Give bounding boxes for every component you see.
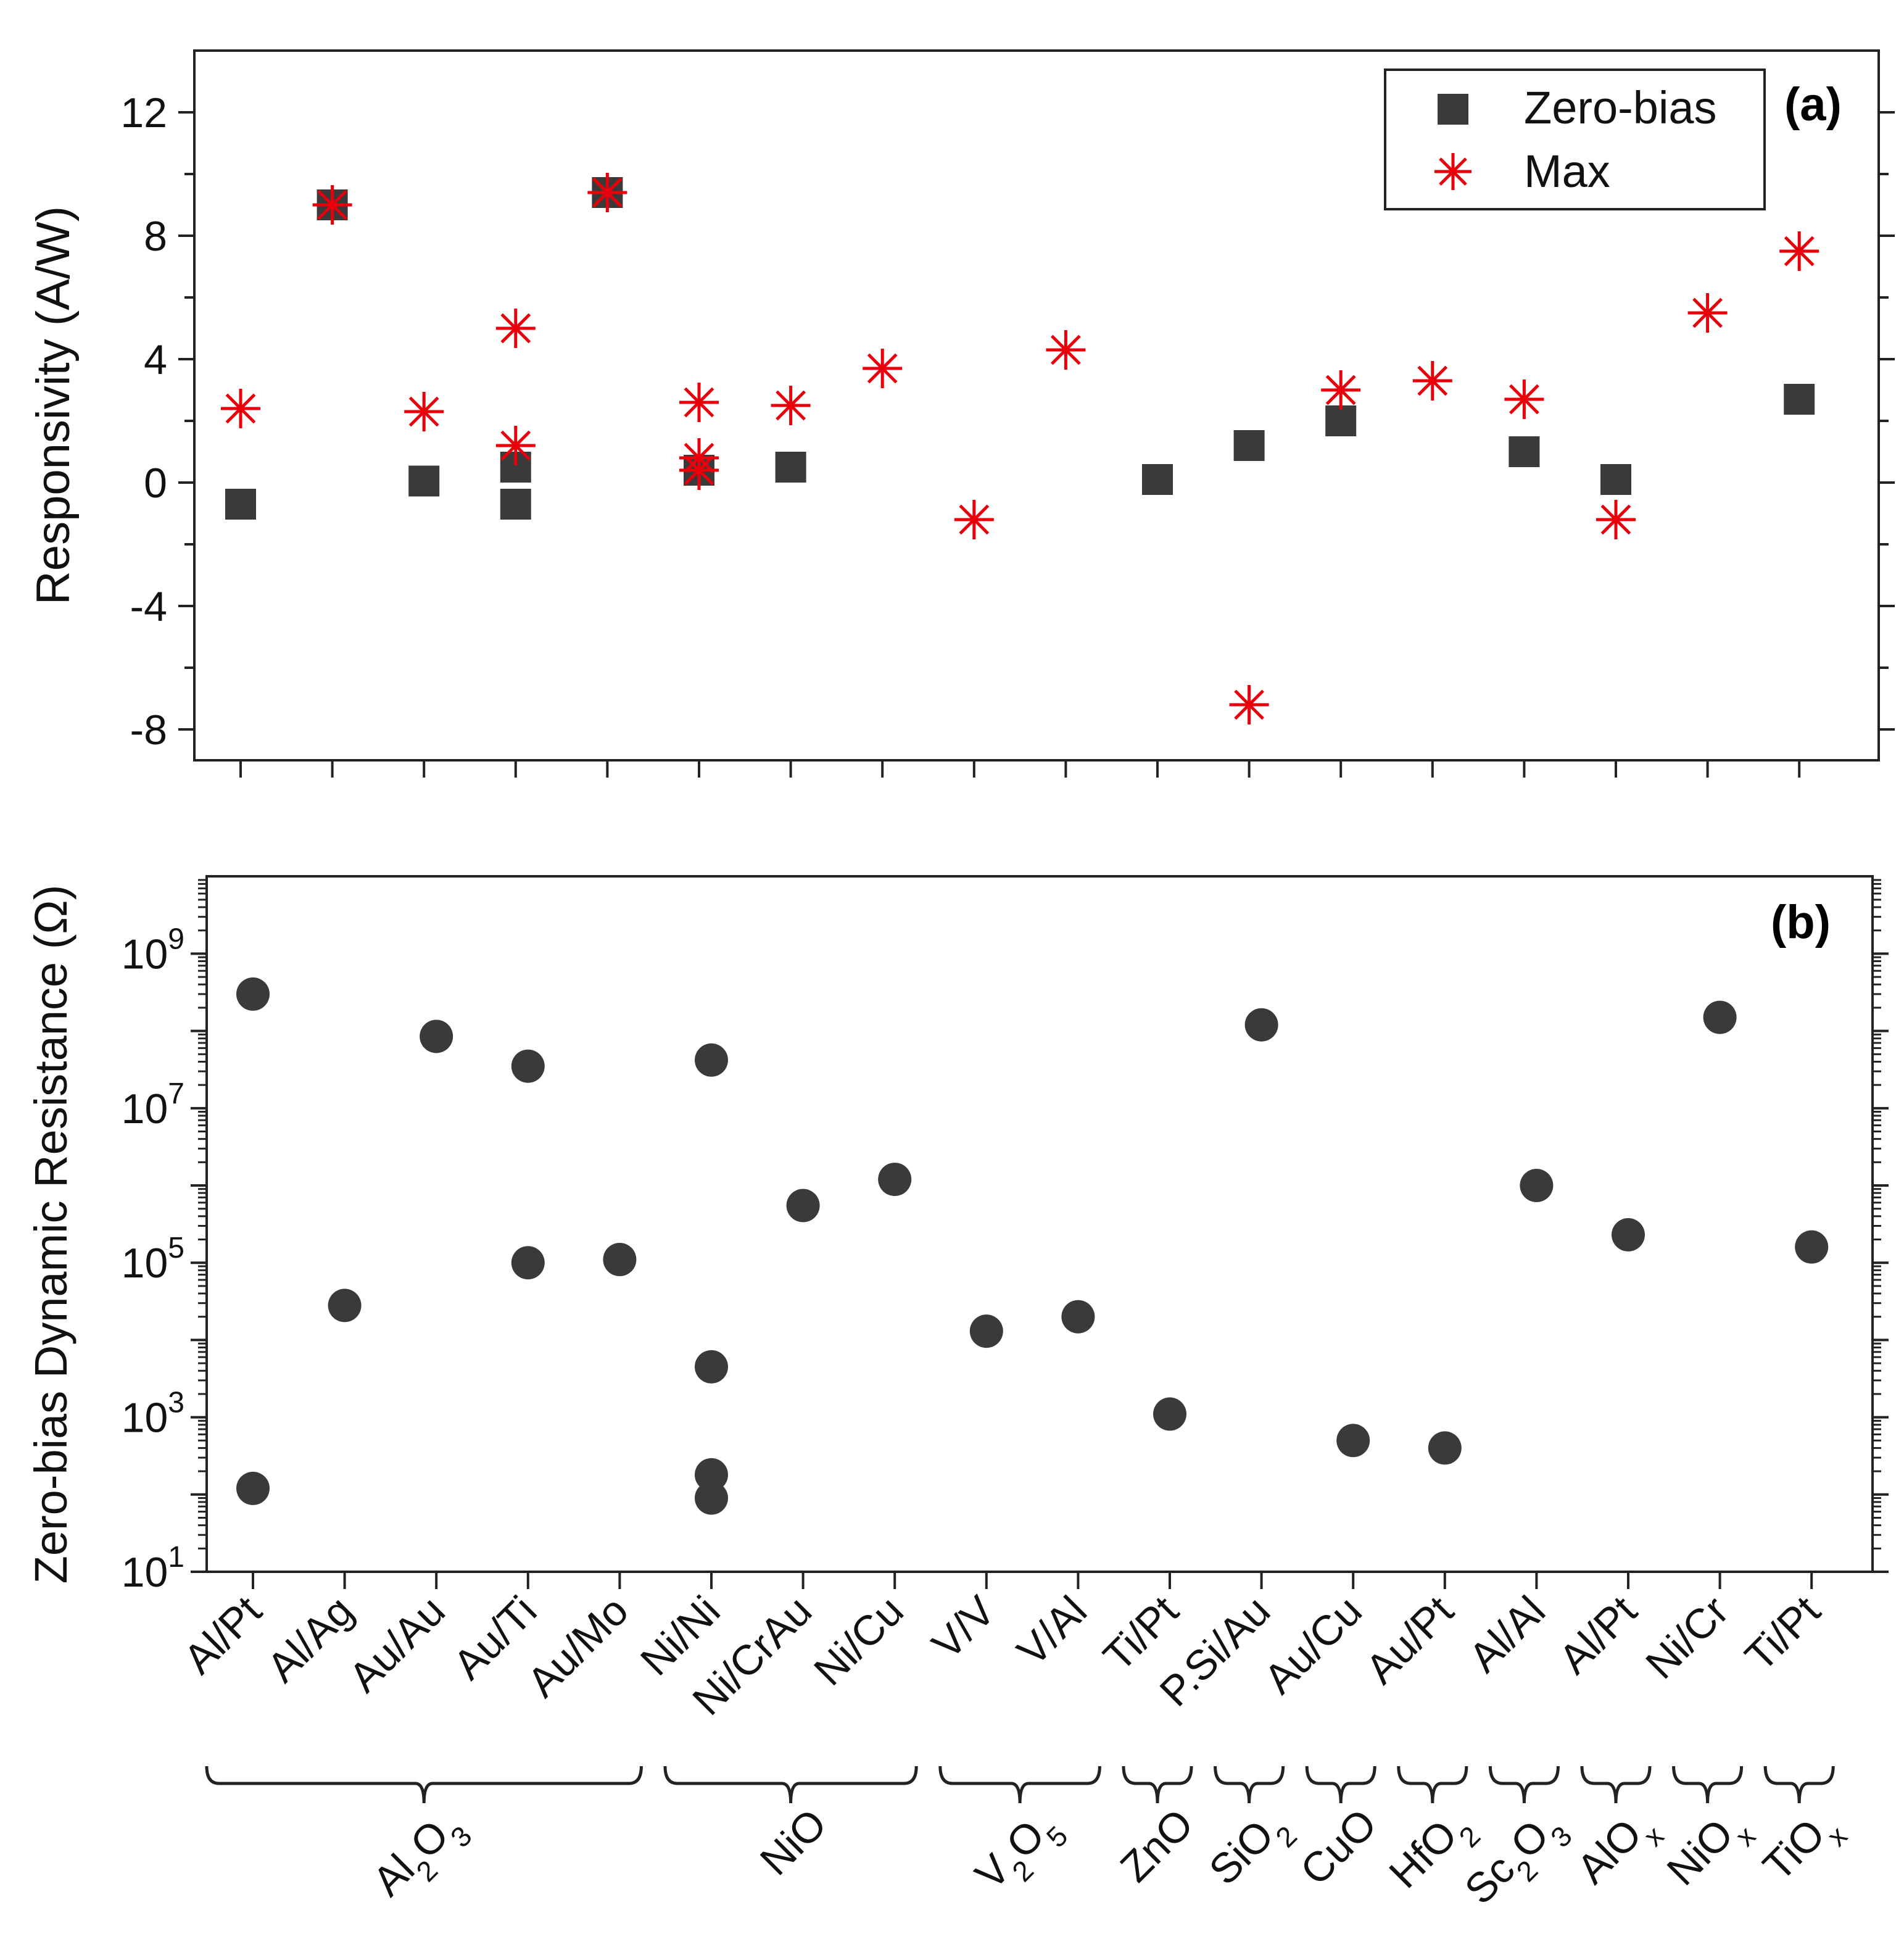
resistance-point: [1612, 1218, 1645, 1251]
panel-a-tag: (a): [1784, 78, 1842, 131]
zero-bias-square-point: [1509, 436, 1540, 467]
group-bracket: [1122, 1766, 1193, 1804]
max-asterisk-point: [404, 392, 444, 431]
resistance-point: [878, 1163, 912, 1197]
panel-b-dynamic-resistance: 101 103 105 107 109 Zero-bias Dynamic Resist…: [25, 875, 1889, 1596]
legend-frame: [1384, 68, 1766, 210]
y-tick-label: 103: [122, 1387, 184, 1442]
resistance-point: [1336, 1424, 1370, 1458]
panel-a-x-ticks: [239, 760, 1801, 778]
zero-bias-square-point: [1784, 384, 1815, 415]
panel-b-y-axis-label: Zero-bias Dynamic Resistance (Ω): [25, 885, 77, 1584]
y-tick-label: 107: [122, 1077, 184, 1132]
zero-bias-square-point: [775, 452, 806, 483]
max-asterisk-point: [771, 386, 811, 425]
panel-a-responsivity: -8 -4 0 4 8 12 Responsivity (A/W) Zero-bias M…: [27, 49, 1895, 778]
panel-b-frame: [205, 875, 1874, 1573]
max-asterisk-point: [679, 450, 719, 490]
zero-bias-square-point: [1233, 430, 1265, 461]
max-asterisk-point: [221, 389, 260, 428]
group-bracket: [1397, 1766, 1468, 1804]
resistance-point: [969, 1314, 1003, 1348]
max-asterisk-point: [1687, 293, 1728, 333]
max-asterisk-point: [679, 383, 719, 422]
zero-bias-square-point: [1600, 464, 1631, 495]
resistance-point: [695, 1481, 728, 1515]
zero-bias-square-point: [1325, 405, 1357, 436]
legend-zero-bias-label: Zero-bias: [1524, 82, 1717, 133]
max-asterisk-point: [587, 173, 627, 212]
y-tick-label: 101: [122, 1541, 184, 1596]
legend-max-label: Max: [1524, 146, 1610, 197]
panel-a-data-points: [221, 173, 1819, 724]
resistance-point: [1520, 1169, 1554, 1203]
y-tick-label: 12: [120, 89, 167, 136]
max-asterisk-point: [495, 309, 536, 348]
resistance-point: [1795, 1230, 1829, 1264]
max-asterisk-point: [1504, 380, 1544, 419]
panel-b-tag: (b): [1771, 896, 1831, 948]
group-bracket: [663, 1766, 918, 1804]
panel-a-y-ticks: -8 -4 0 4 8 12: [120, 89, 1895, 753]
group-bracket: [1763, 1766, 1835, 1804]
group-bracket: [1580, 1766, 1652, 1804]
resistance-point: [1703, 1000, 1737, 1034]
max-asterisk-point: [1779, 231, 1819, 271]
max-asterisk-point: [1412, 361, 1452, 401]
zero-bias-square-point: [225, 489, 256, 520]
panel-a-y-axis-label: Responsivity (A/W): [27, 206, 80, 605]
resistance-point: [511, 1246, 545, 1280]
group-bracket: [205, 1766, 643, 1804]
group-label: Al2O3: [364, 1800, 478, 1914]
max-asterisk-point: [1321, 370, 1361, 410]
max-asterisk-point: [1046, 330, 1086, 370]
resistance-point: [1153, 1397, 1186, 1431]
y-tick-label: 8: [144, 213, 167, 260]
resistance-point: [420, 1019, 453, 1053]
resistance-point: [236, 1471, 270, 1505]
resistance-point: [695, 1350, 728, 1384]
resistance-point: [1244, 1008, 1278, 1042]
panel-b-x-ticks: [252, 1572, 1813, 1589]
y-tick-label: 109: [122, 923, 184, 978]
y-tick-label: 4: [144, 336, 167, 383]
zero-bias-square-point: [1142, 464, 1173, 495]
resistance-point: [511, 1049, 545, 1083]
max-asterisk-point: [954, 500, 994, 539]
resistance-point: [328, 1289, 362, 1322]
group-bracket: [938, 1766, 1101, 1804]
max-asterisk-point: [863, 349, 903, 388]
max-asterisk-point: [495, 426, 536, 465]
group-bracket: [1488, 1766, 1560, 1804]
y-tick-label: 0: [144, 460, 167, 507]
legend: Zero-bias Max: [1384, 68, 1766, 210]
resistance-point: [603, 1243, 637, 1277]
y-tick-label: 105: [122, 1232, 184, 1287]
panel-b-y-ticks: 101 103 105 107 109: [122, 879, 1889, 1596]
resistance-point: [1428, 1431, 1462, 1465]
legend-max-marker: [1434, 153, 1471, 190]
resistance-point: [786, 1189, 820, 1222]
max-asterisk-point: [1596, 500, 1636, 539]
max-asterisk-point: [1229, 685, 1269, 724]
group-bracket: [1672, 1766, 1744, 1804]
resistance-point: [236, 977, 270, 1011]
y-tick-label: -4: [130, 583, 167, 630]
y-tick-label: -8: [130, 707, 167, 753]
panel-b-data-points: [236, 977, 1829, 1515]
group-bracket: [1214, 1766, 1285, 1804]
max-asterisk-point: [312, 185, 352, 225]
group-bracket: [1305, 1766, 1376, 1804]
resistance-point: [1061, 1300, 1095, 1334]
panel-a-frame: [193, 49, 1880, 762]
zero-bias-square-point: [408, 465, 440, 497]
resistance-point: [695, 1458, 728, 1492]
resistance-point: [695, 1043, 728, 1077]
legend-zero-bias-marker: [1438, 94, 1468, 125]
zero-bias-square-point: [500, 489, 531, 520]
